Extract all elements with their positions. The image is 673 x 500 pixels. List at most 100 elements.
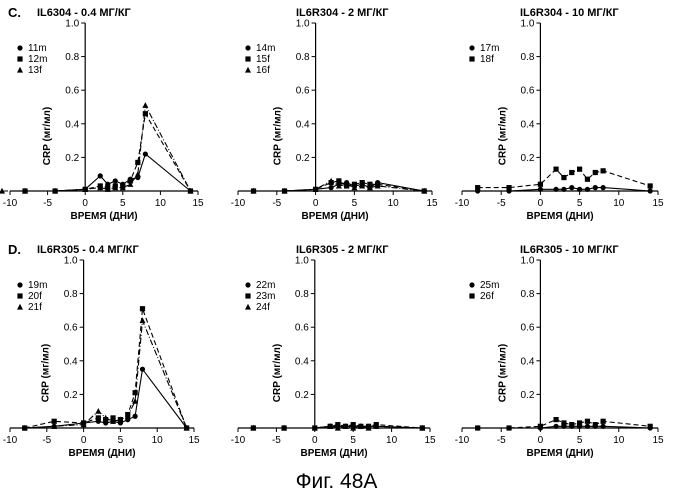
x-tick-label: 15 <box>424 435 436 446</box>
y-tick-label: 0.8 <box>295 289 309 300</box>
y-tick-label: 0.8 <box>520 52 534 63</box>
data-point <box>538 187 543 192</box>
x-tick-label: 0 <box>538 435 544 446</box>
x-tick-label: 10 <box>155 198 167 209</box>
legend-label: 19m <box>28 280 47 291</box>
data-point <box>538 182 543 187</box>
y-tick-label: 0.6 <box>520 323 534 334</box>
x-tick-label: 15 <box>426 198 438 209</box>
data-point <box>593 185 598 190</box>
legend-label: 25m <box>480 280 499 291</box>
x-tick-label: -5 <box>43 198 52 209</box>
data-point <box>95 408 101 414</box>
x-tick-label: -10 <box>3 435 18 446</box>
data-point <box>553 424 558 429</box>
data-point <box>98 173 103 178</box>
data-point <box>577 167 582 172</box>
y-tick-label: 1.0 <box>64 256 78 267</box>
chart-panel: IL6304 - 0.4 МГ/КГ-10-50510150.20.40.60.… <box>0 7 204 222</box>
data-point <box>538 424 543 429</box>
data-point <box>113 178 118 183</box>
data-point <box>601 185 606 190</box>
x-tick-label: -10 <box>231 435 246 446</box>
chart-panel: IL6R305 - 2 МГ/КГ-10-50510150.20.40.60.8… <box>231 244 436 459</box>
x-tick-label: 10 <box>613 435 625 446</box>
y-tick-label: 0.4 <box>296 119 310 130</box>
data-point <box>585 177 590 182</box>
y-tick-label: 0.8 <box>520 289 534 300</box>
data-point <box>506 185 511 190</box>
chart-panel: IL6R304 - 10 МГ/КГ-10-50510150.20.40.60.… <box>455 7 664 222</box>
data-point <box>143 111 148 116</box>
data-point <box>577 187 582 192</box>
legend-marker <box>469 56 474 61</box>
x-axis-title: ВРЕМЯ (ДНИ) <box>300 448 367 459</box>
x-axis-title: ВРЕМЯ (ДНИ) <box>526 448 593 459</box>
legend-label: 12m <box>28 54 47 65</box>
x-tick-label: 5 <box>120 198 126 209</box>
data-point <box>143 151 148 156</box>
data-point <box>569 185 574 190</box>
legend-label: 15f <box>256 54 270 65</box>
x-tick-label: 5 <box>118 435 124 446</box>
x-tick-label: 15 <box>188 435 200 446</box>
figure-caption: Фиг. 48А <box>0 470 673 494</box>
data-point <box>585 187 590 192</box>
x-tick-label: 15 <box>652 198 664 209</box>
x-tick-label: -5 <box>272 435 281 446</box>
data-point <box>140 367 145 372</box>
y-tick-label: 0.6 <box>65 86 79 97</box>
y-tick-label: 0.4 <box>64 356 78 367</box>
data-point <box>553 187 558 192</box>
data-point <box>561 175 566 180</box>
data-point <box>139 317 145 323</box>
y-axis-title: CRP (мг/мл) <box>272 344 283 402</box>
y-tick-label: 0.6 <box>520 86 534 97</box>
data-point <box>475 425 480 430</box>
x-tick-label: 10 <box>386 435 398 446</box>
legend-label: 22m <box>256 280 275 291</box>
chart-panel: IL6R305 - 10 МГ/КГ-10-50510150.20.40.60.… <box>455 244 664 459</box>
data-point <box>475 185 480 190</box>
legend-label: 20f <box>28 291 42 302</box>
y-axis-title: CRP (мг/мл) <box>497 344 508 402</box>
x-tick-label: 0 <box>538 198 544 209</box>
chart-panel: IL6R304 - 2 МГ/КГ-10-50510150.20.40.60.8… <box>231 7 438 222</box>
legend-marker <box>17 67 23 73</box>
legend-label: 13f <box>28 65 42 76</box>
data-point <box>577 420 582 425</box>
legend-label: 23m <box>256 291 275 302</box>
panel-title: IL6R304 - 2 МГ/КГ <box>296 7 389 19</box>
crp-figure: C.D.IL6304 - 0.4 МГ/КГ-10-50510150.20.40… <box>0 0 673 468</box>
data-point <box>601 168 606 173</box>
data-point <box>506 425 511 430</box>
panel-title: IL6R304 - 10 МГ/КГ <box>520 7 619 19</box>
x-tick-label: -5 <box>497 198 506 209</box>
legend-marker <box>469 293 474 298</box>
x-tick-label: 15 <box>652 435 664 446</box>
series-line <box>2 105 191 191</box>
x-axis-title: ВРЕМЯ (ДНИ) <box>301 211 368 222</box>
data-point <box>133 414 138 419</box>
x-tick-label: 5 <box>352 198 358 209</box>
legend-marker <box>469 45 474 50</box>
x-tick-label: 10 <box>152 435 164 446</box>
legend-label: 24f <box>256 302 270 313</box>
x-axis-title: ВРЕМЯ (ДНИ) <box>70 211 137 222</box>
data-point <box>593 422 598 427</box>
x-tick-label: -5 <box>272 198 281 209</box>
x-tick-label: -10 <box>455 198 470 209</box>
x-axis-title: ВРЕМЯ (ДНИ) <box>68 448 135 459</box>
x-axis-title: ВРЕМЯ (ДНИ) <box>526 211 593 222</box>
data-point <box>601 424 606 429</box>
y-tick-label: 0.8 <box>65 52 79 63</box>
panel-title: IL6R305 - 0.4 МГ/КГ <box>37 244 139 256</box>
y-tick-label: 1.0 <box>520 256 534 267</box>
legend-marker <box>245 304 251 310</box>
data-point <box>569 422 574 427</box>
data-point <box>96 415 101 420</box>
x-tick-label: 10 <box>613 198 625 209</box>
y-axis-title: CRP (мг/мл) <box>42 107 53 165</box>
data-point <box>601 419 606 424</box>
legend-label: 16f <box>256 65 270 76</box>
